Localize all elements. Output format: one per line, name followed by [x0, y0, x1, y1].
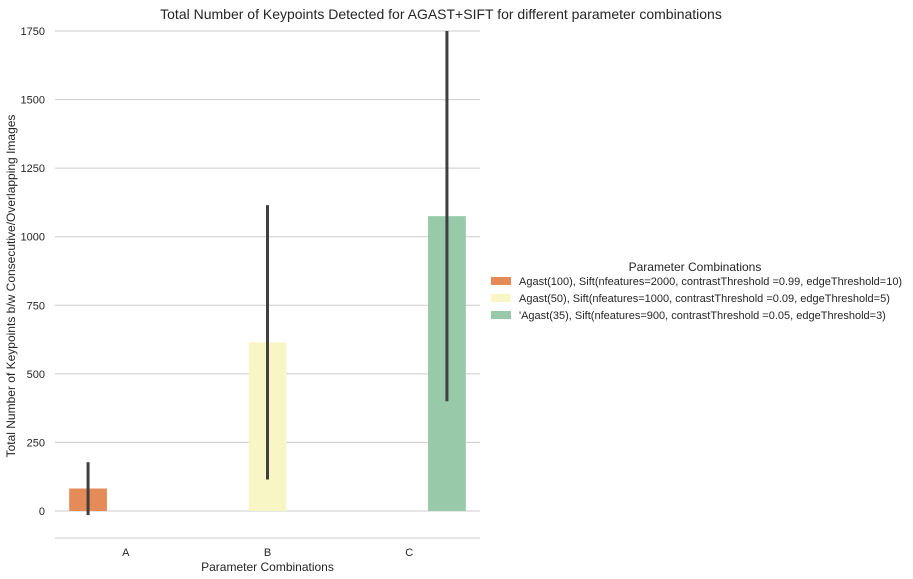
legend-label: Agast(100), Sift(nfeatures=2000, contras…: [519, 276, 902, 288]
x-tick-label: C: [405, 547, 413, 559]
x-tick-label: B: [264, 547, 271, 559]
legend-label: 'Agast(35), Sift(nfeatures=900, contrast…: [519, 310, 886, 322]
y-tick-labels: 0 250 500 750 1000 1250 1500 1750: [21, 26, 45, 518]
y-tick-label: 1000: [21, 232, 45, 244]
legend: Parameter Combinations Agast(100), Sift(…: [491, 260, 902, 322]
error-bars: [86, 31, 449, 516]
legend-title: Parameter Combinations: [629, 260, 762, 274]
legend-label: Agast(50), Sift(nfeatures=1000, contrast…: [519, 293, 890, 305]
legend-swatch: [491, 277, 511, 285]
x-tick-label: A: [122, 547, 130, 559]
x-axis-label: Parameter Combinations: [201, 560, 334, 574]
chart-title: Total Number of Keypoints Detected for A…: [160, 6, 722, 22]
y-axis-label: Total Number of Keypoints b/w Consecutiv…: [4, 115, 18, 458]
legend-swatch: [491, 294, 511, 302]
y-tick-label: 500: [27, 369, 45, 381]
y-tick-label: 0: [39, 506, 45, 518]
y-tick-label: 750: [27, 300, 45, 312]
y-tick-label: 1750: [21, 26, 45, 38]
legend-swatch: [491, 311, 511, 319]
y-tick-label: 1500: [21, 95, 45, 107]
legend-items: Agast(100), Sift(nfeatures=2000, contras…: [491, 276, 902, 322]
x-tick-labels: A B C: [122, 547, 413, 559]
y-tick-label: 250: [27, 437, 45, 449]
y-tick-label: 1250: [21, 163, 45, 175]
